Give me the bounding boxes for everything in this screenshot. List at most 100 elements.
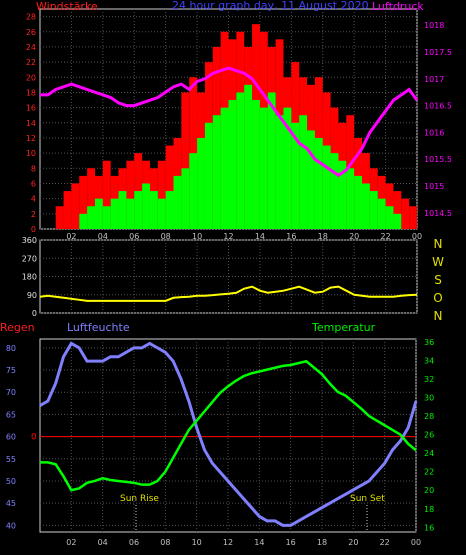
wind-mean-bar <box>87 206 95 229</box>
wind-axis-label: Windstärke <box>36 0 98 13</box>
humidity-x-tick-label: 12 <box>223 538 233 547</box>
wind-mean-bar <box>236 92 245 229</box>
pressure-tick-label: 1014.5 <box>424 209 452 218</box>
direction-tick-label: 90 <box>27 291 37 300</box>
wind-x-tick-label: 12 <box>223 232 233 241</box>
humidity-tick-label: 60 <box>6 433 16 442</box>
temperature-tick-label: 22 <box>424 468 434 477</box>
direction-grid <box>40 239 418 314</box>
temperature-tick-label: 36 <box>424 338 434 347</box>
wind-x-tick-label: 16 <box>286 232 296 241</box>
humidity-line <box>39 341 418 527</box>
wind-mean-bar <box>299 115 308 229</box>
wind-mean-bar <box>126 198 135 229</box>
wind-mean-bar <box>393 213 402 229</box>
wind-mean-bar <box>252 100 260 229</box>
wind-mean-bar <box>149 191 158 229</box>
wind-mean-bar <box>118 191 127 229</box>
wind-mean-bar <box>362 183 370 229</box>
wind-tick-label: 22 <box>26 58 36 67</box>
temperature-tick-label: 24 <box>424 449 434 458</box>
humidity-x-ticks: 02 04 06 08 10 12 14 16 18 20 22 00 <box>66 538 421 547</box>
wind-x-ticks: 02 04 06 08 10 12 14 16 18 20 22 00 <box>66 232 422 241</box>
wind-x-tick-label: 06 <box>129 232 139 241</box>
wind-mean-bar <box>354 175 363 229</box>
wind-mean-bar <box>181 168 190 229</box>
compass-label: N <box>434 237 443 251</box>
wind-gust-bar <box>102 160 111 229</box>
rain-axis-label: Regen <box>0 321 35 334</box>
humidity-x-tick-label: 22 <box>380 538 390 547</box>
wind-mean-bar <box>244 84 253 230</box>
wind-tick-label: 4 <box>31 195 36 204</box>
wind-gust-bar <box>165 145 174 229</box>
temperature-tick-label: 32 <box>424 375 434 384</box>
wind-mean-bar <box>314 137 323 229</box>
direction-tick-label: 0 <box>32 309 37 318</box>
sunrise-label: Sun Rise <box>120 494 159 504</box>
humidity-x-tick-label: 02 <box>66 538 76 547</box>
temperature-tick-label: 18 <box>424 505 434 514</box>
wind-gust-bar <box>55 206 64 229</box>
humidity-tick-label: 55 <box>6 455 16 464</box>
pressure-tick-label: 1016.5 <box>424 102 452 111</box>
wind-mean-bar <box>267 92 276 229</box>
wind-mean-bar <box>322 145 331 229</box>
wind-mean-bar <box>79 213 88 229</box>
wind-tick-label: 16 <box>26 104 36 113</box>
wind-x-tick-label: 02 <box>66 232 76 241</box>
wind-mean-bar <box>212 115 221 229</box>
wind-gust-bar <box>63 191 72 229</box>
wind-tick-label: 14 <box>26 119 36 128</box>
humidity-temperature-panel: 0 40 45 50 55 60 65 70 75 80 16 18 20 22 24 26 28 30 32 3… <box>0 321 434 547</box>
humidity-tick-label: 65 <box>6 410 16 419</box>
wind-mean-bar <box>142 183 150 229</box>
sunset-label: Sun Set <box>350 494 385 504</box>
wind-mean-bar <box>377 198 386 229</box>
wind-mean-bar <box>94 198 103 229</box>
wind-mean-bar <box>173 175 182 229</box>
wind-mean-bar <box>307 130 315 229</box>
humidity-left-ticks: 40 45 50 55 60 65 70 75 80 <box>6 344 16 530</box>
humidity-x-tick-label: 20 <box>348 538 358 547</box>
wind-tick-label: 6 <box>31 179 36 188</box>
temperature-tick-label: 30 <box>424 393 434 402</box>
pressure-axis-label: Luftdruck <box>372 0 424 13</box>
humidity-tick-label: 40 <box>6 521 16 530</box>
wind-mean-bar <box>338 160 347 229</box>
wind-gust-bar <box>79 175 88 229</box>
wind-tick-label: 28 <box>26 13 36 22</box>
wind-mean-bar <box>157 198 166 229</box>
wind-gust-bar <box>401 198 410 229</box>
wind-tick-label: 8 <box>31 164 36 173</box>
pressure-right-ticks: 1014.5 1015 1015.5 1016 1016.5 1017 1017.5 1018 <box>424 21 452 218</box>
temperature-tick-label: 34 <box>424 356 434 365</box>
humidity-x-tick-label: 06 <box>129 538 139 547</box>
humidity-x-tick-label: 08 <box>160 538 170 547</box>
wind-x-tick-label: 08 <box>161 232 171 241</box>
wind-mean-bar <box>102 206 111 229</box>
humidity-tick-label: 45 <box>6 499 16 508</box>
wind-mean-bar <box>259 107 268 229</box>
pressure-tick-label: 1017.5 <box>424 48 452 57</box>
temperature-tick-label: 28 <box>424 412 434 421</box>
wind-gust-bar <box>126 160 135 229</box>
direction-tick-label: 180 <box>22 273 37 282</box>
wind-tick-label: 12 <box>26 134 36 143</box>
wind-x-tick-label: 22 <box>380 232 390 241</box>
wind-x-tick-label: 04 <box>98 232 108 241</box>
wind-mean-bar <box>189 153 198 229</box>
temperature-axis-label: Temperatur <box>311 321 376 334</box>
wind-mean-bar <box>346 168 355 229</box>
pressure-tick-label: 1017 <box>424 75 444 84</box>
wind-x-tick-label: 18 <box>318 232 328 241</box>
humidity-grid <box>40 339 417 532</box>
humidity-x-tick-label: 16 <box>286 538 296 547</box>
direction-tick-label: 270 <box>22 254 37 263</box>
direction-left-ticks: 0 90 180 270 360 <box>22 236 37 318</box>
wind-mean-bar <box>165 191 174 229</box>
